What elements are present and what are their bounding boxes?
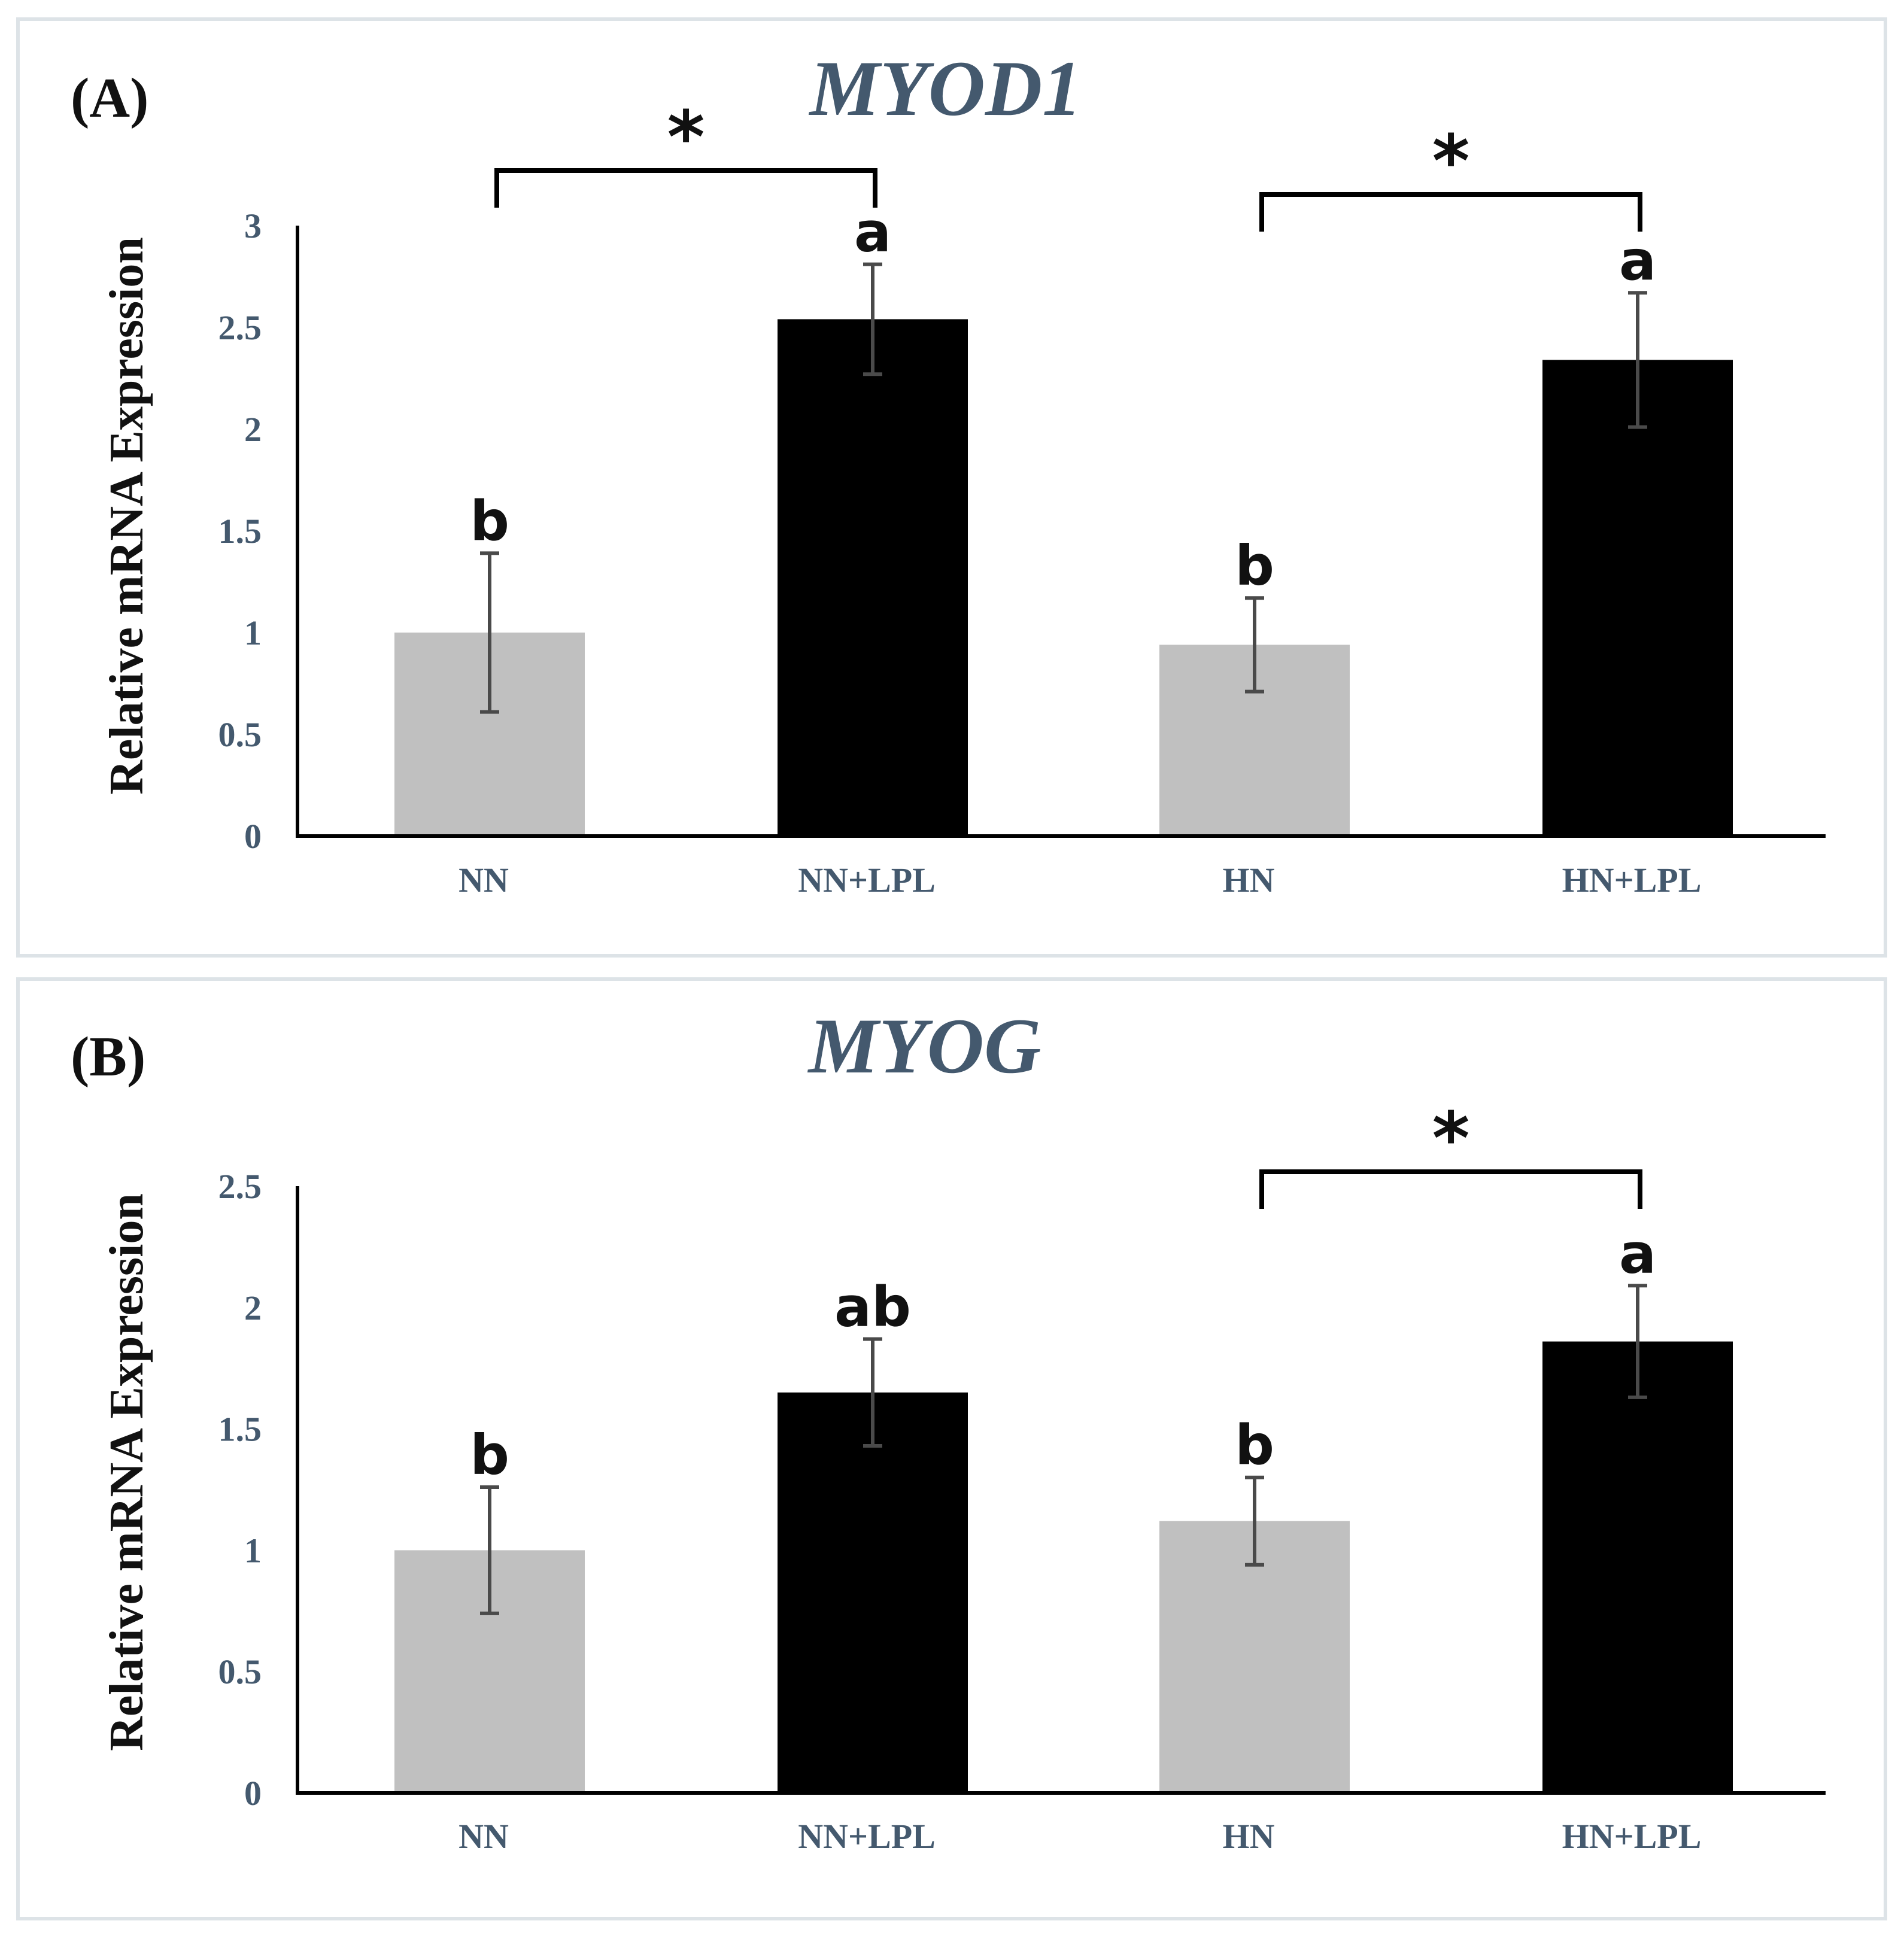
- significance-letter: b: [1235, 1414, 1274, 1478]
- y-tick-label: 2.5: [218, 1167, 262, 1206]
- panel-b-plot: 0 0.5 1 1.5 2 2.5 b NN ab NN+LPL b HN a HN+LPL *: [218, 1098, 1826, 1856]
- significance-bracket: [494, 168, 877, 208]
- panel-a-plot: 0 0.5 1 1.5 2 2.5 3 b NN a NN+LPL b HN a HN+LPL * *: [218, 96, 1826, 899]
- panel-b-label: (B): [71, 1026, 145, 1088]
- y-tick-label: 1: [244, 613, 262, 652]
- y-tick-label: 2: [244, 1288, 262, 1327]
- significance-letter: b: [1235, 534, 1274, 598]
- x-tick-label: HN+LPL: [1562, 1817, 1702, 1856]
- significance-letter: ab: [834, 1275, 911, 1339]
- y-tick-label: 0.5: [218, 1652, 262, 1691]
- x-tick-label: NN: [458, 1817, 509, 1856]
- panel-b: (B) MYOG Relative mRNA Expression 0 0.5 1 1…: [16, 977, 1887, 1920]
- y-tick-label: 0.5: [218, 715, 262, 754]
- significance-letter: a: [1619, 1221, 1656, 1285]
- y-tick-label: 1.5: [218, 512, 262, 551]
- bar: [778, 1392, 968, 1793]
- x-tick-label: NN: [458, 861, 509, 899]
- x-tick-label: NN+LPL: [798, 1817, 936, 1856]
- panel-b-title: MYOG: [807, 1002, 1041, 1090]
- panel-b-y-axis-label: Relative mRNA Expression: [101, 1193, 153, 1751]
- x-tick-label: HN: [1223, 861, 1275, 899]
- panel-a: (A) MYOD1 Relative mRNA Expression 0 0.5 1…: [16, 17, 1887, 958]
- significance-star: *: [1432, 120, 1470, 203]
- y-tick-label: 1: [244, 1531, 262, 1570]
- significance-letter: b: [470, 489, 509, 553]
- bar: [778, 319, 968, 836]
- bar: [1542, 1341, 1733, 1793]
- y-tick-label: 2.5: [218, 308, 262, 347]
- x-tick-label: HN+LPL: [1562, 861, 1702, 899]
- bar: [1542, 360, 1733, 836]
- panel-a-y-axis-label: Relative mRNA Expression: [101, 237, 153, 795]
- significance-bracket: [1259, 192, 1642, 232]
- y-tick-label: 3: [244, 206, 262, 245]
- significance-bracket: [1259, 1169, 1642, 1209]
- x-tick-label: NN+LPL: [798, 861, 936, 899]
- y-tick-label: 2: [244, 410, 262, 449]
- significance-letter: b: [470, 1423, 509, 1487]
- y-tick-label: 1.5: [218, 1410, 262, 1449]
- significance-star: *: [1432, 1098, 1470, 1181]
- significance-star: *: [667, 96, 705, 180]
- y-tick-label: 0: [244, 817, 262, 856]
- x-tick-label: HN: [1223, 1817, 1275, 1856]
- y-tick-label: 0: [244, 1774, 262, 1813]
- significance-letter: a: [854, 200, 891, 265]
- panel-a-title: MYOD1: [809, 44, 1082, 132]
- significance-letter: a: [1619, 229, 1656, 293]
- panel-a-label: (A): [71, 67, 149, 129]
